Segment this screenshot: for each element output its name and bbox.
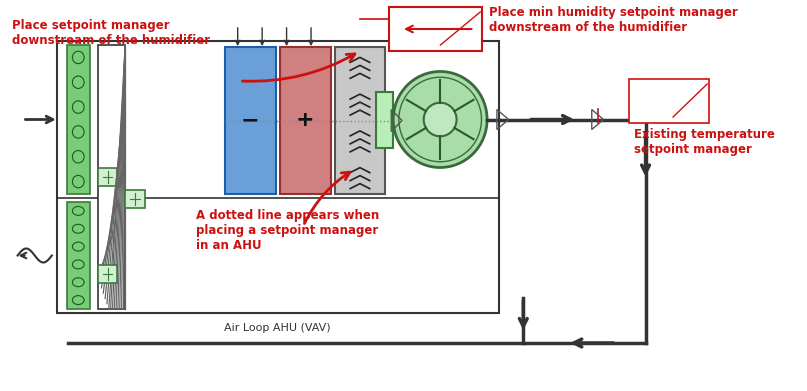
- Bar: [225, 47, 276, 194]
- Circle shape: [399, 77, 482, 162]
- Bar: [66, 45, 90, 194]
- Text: A dotted line appears when
placing a setpoint manager
in an AHU: A dotted line appears when placing a set…: [195, 209, 378, 252]
- Bar: [335, 47, 386, 194]
- Bar: [125, 190, 144, 208]
- Text: +: +: [296, 111, 315, 131]
- Circle shape: [393, 72, 487, 167]
- Bar: [629, 79, 709, 123]
- Text: Place setpoint manager
downstream of the humidifier: Place setpoint manager downstream of the…: [12, 19, 210, 47]
- Bar: [66, 202, 90, 309]
- Bar: [389, 7, 483, 51]
- Circle shape: [424, 103, 457, 136]
- Bar: [56, 41, 499, 313]
- Text: Existing temperature
setpoint manager: Existing temperature setpoint manager: [633, 128, 775, 156]
- Bar: [98, 168, 117, 186]
- Bar: [98, 265, 117, 283]
- Text: Air Loop AHU (VAV): Air Loop AHU (VAV): [224, 323, 331, 333]
- Text: −: −: [241, 111, 260, 131]
- Text: Place min humidity setpoint manager
downstream of the humidifier: Place min humidity setpoint manager down…: [489, 6, 738, 34]
- Bar: [375, 91, 393, 147]
- Bar: [280, 47, 331, 194]
- Bar: [98, 45, 125, 309]
